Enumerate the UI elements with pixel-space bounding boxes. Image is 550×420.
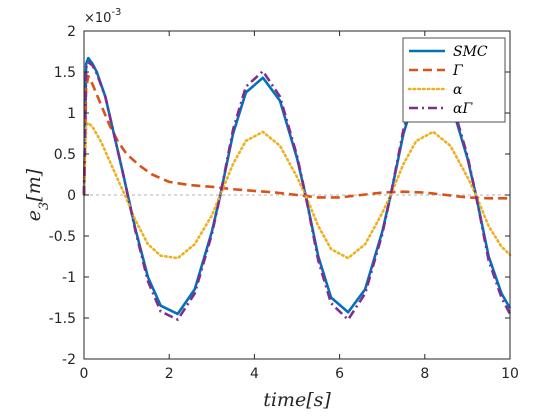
x-axis-label: time[s] — [263, 389, 331, 411]
x-tick-label: 4 — [250, 366, 259, 382]
y-tick-label: -2 — [62, 352, 76, 368]
y-axis-label-main: e — [23, 210, 45, 221]
y-tick-label: 1.5 — [54, 65, 76, 81]
y-axis-label: e3[m] — [23, 168, 52, 221]
axes — [83, 30, 511, 360]
y-tick-label: 0 — [67, 188, 76, 204]
y-tick-label: -0.5 — [49, 229, 76, 245]
y-axis-label-unit: [m] — [23, 168, 45, 201]
y-exponent-base: ×10 — [84, 11, 111, 26]
x-tick-label: 6 — [335, 366, 344, 382]
y-tick-label: -1.5 — [49, 311, 76, 327]
x-tick-label: 8 — [420, 366, 429, 382]
x-tick-label: 10 — [501, 366, 519, 382]
legend-label-2: Γ — [452, 63, 464, 79]
x-tick-label: 2 — [165, 366, 174, 382]
y-tick-label: 0.5 — [54, 147, 76, 163]
y-axis-label-sub: 3 — [37, 202, 52, 210]
legend: SMC Γα αΓ — [402, 37, 506, 123]
legend-label-1: SMC — [453, 44, 488, 60]
series-line-3 — [82, 121, 512, 260]
y-tick-label: -1 — [62, 270, 76, 286]
legend-label-4: αΓ — [453, 101, 473, 117]
legend-label-3: α — [453, 82, 463, 98]
y-tick-label: 2 — [67, 24, 76, 40]
svg-text:e3[m]: e3[m] — [23, 168, 52, 221]
y-tick-label: 1 — [67, 106, 76, 122]
series-line-2 — [82, 74, 510, 200]
x-tick-label: 0 — [80, 366, 89, 382]
tick-labels: 0 2 4 6 8 10 -2 -1.5 -1 -0.5 0 0.5 1 1.5 2 — [49, 24, 519, 382]
y-exponent-power: -3 — [111, 7, 121, 18]
y-axis-exponent: ×10-3 — [84, 7, 121, 26]
